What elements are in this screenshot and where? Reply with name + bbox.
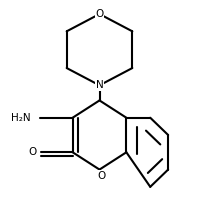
Text: N: N xyxy=(96,80,103,90)
Text: O: O xyxy=(29,147,37,157)
Text: H₂N: H₂N xyxy=(11,113,31,123)
Text: O: O xyxy=(95,9,104,19)
Text: O: O xyxy=(97,171,106,181)
